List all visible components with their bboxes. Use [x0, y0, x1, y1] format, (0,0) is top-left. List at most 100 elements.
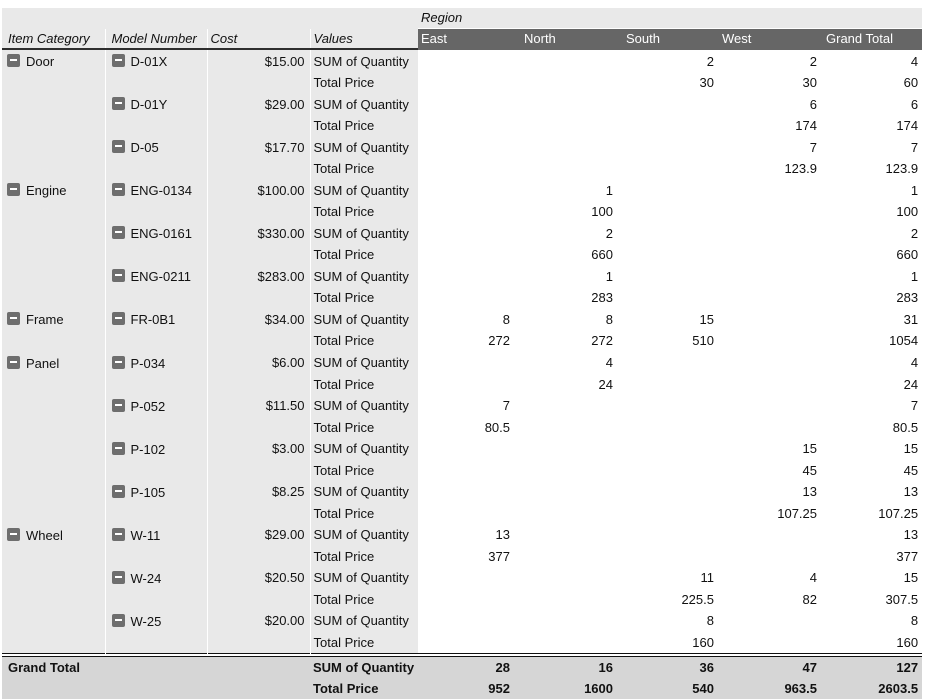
grand-total-row: Total Price 952 1600 540 963.5 2603.5 [2, 677, 923, 699]
cost-cell: $100.00 [207, 179, 311, 202]
value-cell-north [520, 566, 622, 589]
collapse-model-button[interactable] [111, 441, 125, 455]
cost-cell [207, 416, 311, 438]
value-cell-south: 2 [622, 49, 718, 73]
value-cell-east: 272 [418, 330, 520, 352]
value-cell-south [622, 480, 718, 503]
collapse-model-button[interactable] [111, 527, 125, 541]
value-cell-north: 1 [520, 265, 622, 288]
value-cell-east [418, 72, 520, 94]
cost-cell [207, 459, 311, 481]
cost-cell: $11.50 [207, 394, 311, 417]
collapse-model-button[interactable] [111, 355, 125, 369]
value-cell-north: 283 [520, 287, 622, 309]
category-cell [2, 566, 106, 589]
value-cell-east: 8 [418, 308, 520, 331]
collapse-model-button[interactable] [111, 226, 125, 240]
value-cell-north [520, 49, 622, 73]
category-cell [2, 244, 106, 266]
cell-label: ENG-0161 [130, 226, 192, 242]
column-header-row: Item Category Model Number Cost Values East N… [2, 28, 923, 50]
pivot-row: W-24 $20.50 SUM of Quantity 11 4 15 [2, 566, 923, 589]
pivot-row: Total Price 45 45 [2, 459, 923, 481]
value-cell-north: 2 [520, 222, 622, 245]
collapse-model-button[interactable] [111, 140, 125, 154]
measure-label-cell: SUM of Quantity [310, 136, 418, 159]
value-cell-east [418, 136, 520, 159]
grand-total-divider [2, 652, 923, 657]
category-cell [2, 416, 106, 438]
collapse-model-button[interactable] [111, 97, 125, 111]
value-cell-grand-total: 60 [822, 72, 923, 94]
grand-total-value-cell-grand-total: 127 [822, 656, 923, 678]
value-cell-east [418, 49, 520, 73]
measure-label-cell: Total Price [310, 416, 418, 438]
measure-label-cell: Total Price [310, 373, 418, 395]
pivot-row: D-05 $17.70 SUM of Quantity 7 7 [2, 136, 923, 159]
collapse-category-button[interactable] [7, 183, 20, 197]
model-cell [105, 287, 208, 309]
cost-cell [207, 244, 311, 266]
value-cell-west: 4 [718, 566, 822, 589]
collapse-model-button[interactable] [111, 269, 125, 283]
value-cell-north [520, 502, 622, 524]
measure-label-cell: Total Price [310, 244, 418, 266]
collapse-category-button[interactable] [7, 527, 20, 541]
measure-label-cell: SUM of Quantity [310, 437, 418, 460]
region-header-north: North [520, 28, 622, 50]
cost-cell: $15.00 [207, 49, 311, 73]
pivot-row: Total Price 174 174 [2, 115, 923, 137]
value-cell-east [418, 179, 520, 202]
collapse-category-button[interactable] [7, 54, 20, 68]
collapse-model-button[interactable] [111, 312, 125, 326]
grand-total-value-cell-south: 540 [622, 677, 718, 699]
collapse-model-button[interactable] [111, 484, 125, 498]
value-cell-west: 123.9 [718, 158, 822, 180]
collapse-model-button[interactable] [111, 398, 125, 412]
measure-label-cell: Total Price [310, 677, 418, 699]
cost-cell: $8.25 [207, 480, 311, 503]
value-cell-north [520, 609, 622, 632]
pivot-row: P-052 $11.50 SUM of Quantity 7 7 [2, 394, 923, 417]
value-cell-west [718, 545, 822, 567]
category-cell [2, 158, 106, 180]
value-cell-grand-total: 8 [822, 609, 923, 632]
cell-label: Engine [26, 183, 67, 199]
value-cell-east [418, 115, 520, 137]
cell-label: W-24 [130, 570, 162, 586]
value-cell-east [418, 588, 520, 610]
value-cell-grand-total: 80.5 [822, 416, 923, 438]
value-cell-east [418, 244, 520, 266]
value-cell-north [520, 416, 622, 438]
value-cell-east [418, 609, 520, 632]
measure-label-cell: SUM of Quantity [310, 179, 418, 202]
pivot-row: Frame FR-0B1 $34.00 SUM of Quantity 8 8 15 31 [2, 308, 923, 331]
measure-label-cell: Total Price [310, 115, 418, 137]
collapse-category-button[interactable] [7, 355, 20, 369]
category-cell [2, 631, 106, 654]
value-cell-east [418, 201, 520, 223]
cost-cell: $34.00 [207, 308, 311, 331]
collapse-category-button[interactable] [7, 312, 20, 326]
pivot-row: Total Price 100 100 [2, 201, 923, 223]
cell-label: D-01Y [130, 97, 168, 113]
collapse-model-button[interactable] [111, 613, 125, 627]
value-cell-west [718, 244, 822, 266]
value-cell-west: 45 [718, 459, 822, 481]
collapse-model-button[interactable] [111, 54, 125, 68]
cell-label: W-25 [130, 613, 162, 629]
collapse-model-button[interactable] [111, 570, 125, 584]
pivot-row: P-105 $8.25 SUM of Quantity 13 13 [2, 480, 923, 503]
value-cell-east [418, 93, 520, 116]
collapse-model-button[interactable] [111, 183, 125, 197]
measure-label-cell: SUM of Quantity [310, 523, 418, 546]
region-header-grand-total: Grand Total [822, 28, 923, 50]
model-cell: D-01X [105, 49, 208, 73]
model-cell [105, 201, 208, 223]
pivot-row: Engine ENG-0134 $100.00 SUM of Quantity 1 1 [2, 179, 923, 202]
category-cell [2, 222, 106, 245]
model-cell [105, 416, 208, 438]
value-cell-west [718, 351, 822, 374]
model-cell: ENG-0134 [105, 179, 208, 202]
grand-total-value-cell-east: 28 [418, 656, 520, 678]
